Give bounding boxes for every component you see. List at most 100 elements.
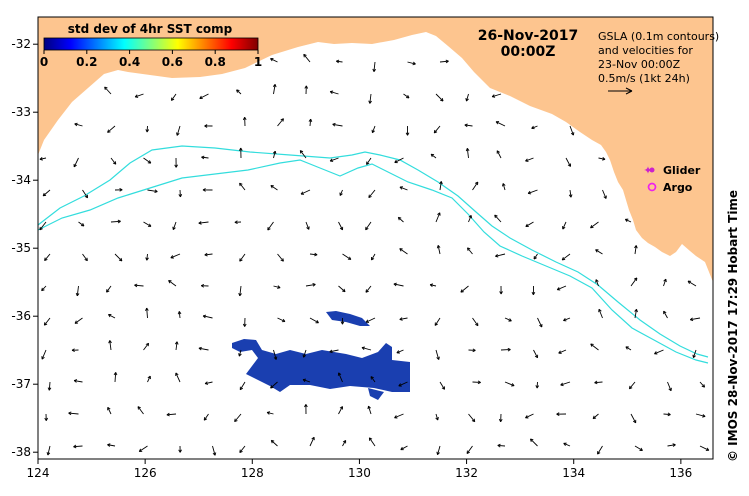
velocity-arrow	[273, 349, 278, 360]
info-line: GSLA (0.1m contours)	[598, 30, 719, 43]
velocity-arrow	[667, 443, 676, 447]
x-tick-label: 132	[455, 466, 478, 480]
velocity-arrow	[178, 445, 182, 453]
velocity-arrow	[107, 406, 112, 415]
velocity-arrow	[338, 221, 344, 231]
velocity-arrow	[399, 317, 408, 321]
velocity-arrow	[299, 150, 307, 159]
velocity-arrow	[212, 445, 217, 456]
velocity-arrow	[525, 413, 534, 419]
velocity-arrow	[239, 182, 246, 191]
velocity-arrow	[370, 253, 376, 261]
velocity-arrow	[436, 445, 441, 456]
velocity-arrow	[300, 189, 311, 195]
velocity-arrow	[304, 85, 309, 95]
velocity-arrow	[176, 125, 181, 136]
sst-patch	[232, 339, 410, 392]
velocity-arrow	[504, 317, 512, 322]
velocity-arrow	[110, 219, 121, 224]
velocity-arrow	[439, 59, 449, 64]
info-line: 23-Nov 00:00Z	[598, 58, 681, 71]
velocity-arrow	[495, 121, 506, 127]
velocity-arrow	[108, 314, 116, 319]
velocity-arrow	[560, 381, 571, 387]
velocity-arrow	[496, 150, 502, 159]
velocity-arrow	[468, 413, 476, 423]
velocity-arrow	[556, 412, 567, 416]
velocity-arrow	[464, 123, 473, 128]
velocity-arrow	[667, 381, 672, 392]
velocity-arrow	[202, 314, 213, 319]
velocity-arrow	[332, 122, 343, 127]
velocity-arrow	[39, 221, 47, 231]
velocity-arrow	[595, 279, 599, 287]
sst-patch	[326, 311, 370, 326]
velocity-arrow	[73, 444, 83, 449]
velocity-arrow	[495, 253, 506, 258]
velocity-arrow	[500, 347, 511, 352]
velocity-arrow	[73, 379, 83, 383]
velocity-arrow	[634, 245, 638, 255]
velocity-arrow	[68, 411, 79, 416]
velocity-arrow	[399, 186, 408, 191]
y-tick-label: -34	[11, 173, 31, 187]
velocity-arrow	[143, 221, 152, 227]
velocity-arrow	[277, 317, 286, 323]
velocity-arrow	[170, 253, 181, 259]
velocity-arrow	[499, 285, 503, 295]
velocity-arrow	[624, 218, 632, 223]
velocity-arrow	[204, 252, 213, 257]
velocity-arrow	[598, 308, 603, 319]
velocity-arrow	[689, 317, 701, 322]
velocity-arrow	[170, 93, 177, 101]
colorbar-tick-label: 0.6	[162, 55, 183, 69]
velocity-arrow	[472, 317, 479, 327]
velocity-arrow	[43, 317, 51, 326]
velocity-arrow	[663, 278, 667, 287]
velocity-arrow	[595, 249, 603, 255]
y-tick-label: -35	[11, 241, 31, 255]
map-frame	[37, 16, 714, 460]
velocity-arrow	[145, 253, 149, 261]
velocity-arrow	[467, 247, 473, 255]
velocity-arrow	[465, 93, 469, 102]
velocity-arrow	[365, 285, 372, 293]
velocity-arrow	[400, 445, 408, 451]
velocity-arrow	[568, 189, 573, 198]
velocity-arrow	[82, 189, 89, 199]
colorbar-tick-label: 0	[40, 55, 48, 69]
velocity-arrow	[46, 445, 51, 456]
velocity-arrow	[270, 381, 278, 389]
legend-glider: ✦ Glider	[643, 164, 701, 177]
velocity-arrow	[270, 57, 278, 63]
velocity-arrow	[465, 148, 470, 159]
x-tick-label: 126	[134, 466, 157, 480]
velocity-arrow	[556, 285, 567, 291]
velocity-arrow	[198, 346, 209, 351]
legend-argo: Argo	[647, 181, 693, 194]
velocity-arrow	[337, 372, 343, 383]
velocity-arrow	[435, 212, 441, 223]
velocity-arrow	[558, 349, 567, 354]
velocity-arrow	[175, 372, 181, 383]
velocity-arrow	[494, 214, 502, 223]
y-tick-label: -33	[11, 105, 31, 119]
velocity-arrow	[71, 348, 79, 353]
svg-text:Glider: Glider	[663, 164, 701, 177]
velocity-arrow	[309, 317, 319, 324]
velocity-arrow	[342, 253, 352, 260]
glider-legend-icon: ✦	[643, 164, 652, 177]
velocity-arrow	[200, 283, 209, 288]
velocity-arrow	[663, 310, 668, 319]
velocity-arrow	[569, 125, 575, 136]
velocity-arrow	[361, 346, 372, 351]
velocity-arrow	[174, 157, 178, 168]
velocity-arrow	[342, 440, 347, 447]
velocity-arrow	[365, 317, 376, 323]
y-tick-label: -36	[11, 309, 31, 323]
velocity-arrow	[145, 307, 149, 319]
velocity-arrow	[699, 381, 706, 388]
velocity-arrow	[491, 93, 502, 98]
colorbar	[43, 37, 259, 51]
